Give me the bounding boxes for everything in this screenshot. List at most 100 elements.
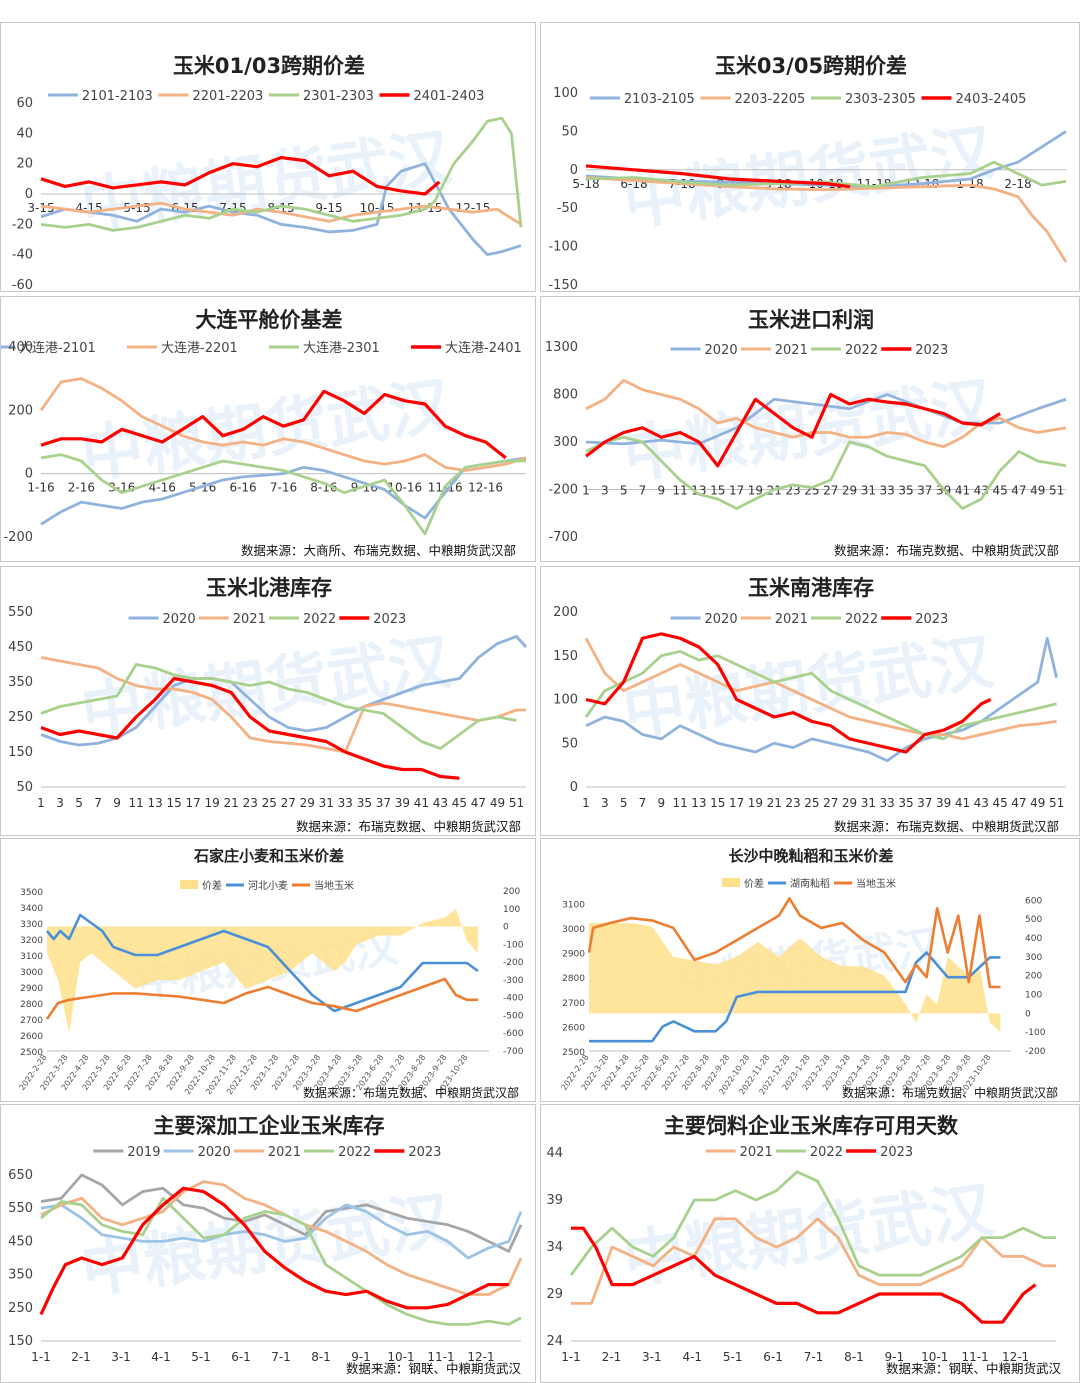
x-tick-label: 31 bbox=[861, 484, 876, 498]
chart-panel-p9: 中粮期货武汉 主要深加工企业玉米库存 2019 2020 2021 2022 2023 650… bbox=[0, 1104, 536, 1383]
y2-tick-label: -100 bbox=[1025, 1028, 1046, 1038]
x-tick-label: 35 bbox=[357, 796, 372, 810]
y-tick-label: 2900 bbox=[20, 984, 43, 994]
svg-text:2101-2103: 2101-2103 bbox=[82, 89, 153, 104]
series-area bbox=[589, 923, 1001, 1033]
x-tick-label: 2-16 bbox=[68, 481, 95, 495]
svg-text:2023: 2023 bbox=[915, 612, 948, 627]
x-tick-label: 31 bbox=[319, 796, 334, 810]
x-tick-label: 23 bbox=[785, 796, 800, 810]
series-line bbox=[585, 632, 992, 754]
series-line bbox=[569, 1170, 1056, 1277]
chart-title: 石家庄小麦和玉米价差 bbox=[193, 847, 344, 865]
svg-text:大连港-2401: 大连港-2401 bbox=[445, 340, 522, 356]
x-tick-label: 4-16 bbox=[149, 481, 176, 495]
svg-text:当地玉米: 当地玉米 bbox=[314, 879, 354, 892]
legend-item: 2023 bbox=[374, 1145, 441, 1160]
x-tick-label: 29 bbox=[842, 796, 857, 810]
y-tick-label: 3300 bbox=[20, 920, 43, 930]
series-line bbox=[585, 164, 851, 189]
svg-text:大连港-2201: 大连港-2201 bbox=[161, 340, 238, 356]
legend-item: 2401-2403 bbox=[379, 89, 485, 104]
svg-text:湖南籼稻: 湖南籼稻 bbox=[790, 877, 830, 890]
y-tick-label: 2900 bbox=[562, 950, 585, 960]
x-tick-label: 13 bbox=[147, 796, 162, 810]
series-line bbox=[585, 160, 1067, 189]
legend-item: 2022 bbox=[775, 1145, 843, 1160]
y-tick-label: 100 bbox=[553, 693, 578, 708]
y-tick-label: -50 bbox=[557, 201, 578, 216]
x-tick-label: 12-1 bbox=[467, 1350, 494, 1364]
series-line bbox=[584, 649, 1057, 741]
x-tick-label: 12-1 bbox=[1002, 1350, 1029, 1364]
x-tick-label: 51 bbox=[1049, 796, 1064, 810]
svg-text:2020: 2020 bbox=[163, 612, 196, 627]
x-tick-label: 17 bbox=[186, 796, 201, 810]
legend-item: 当地玉米 bbox=[292, 879, 354, 892]
legend-item: 2103-2105 bbox=[589, 92, 695, 107]
y-tick-label: 550 bbox=[8, 605, 33, 620]
legend-item: 2021 bbox=[740, 612, 808, 627]
x-tick-label: 1-1 bbox=[31, 1350, 51, 1364]
chart-panel-p2: 中粮期货武汉 玉米03/05跨期价差 2103-2105 2203-2205 2303-… bbox=[540, 22, 1080, 292]
svg-text:2022: 2022 bbox=[303, 612, 336, 627]
legend-item: 河北小麦 bbox=[226, 880, 288, 892]
y2-tick-label: 200 bbox=[503, 887, 520, 897]
y-tick-label: 650 bbox=[8, 1168, 33, 1183]
chart-panel-p10: 中粮期货武汉 主要饲料企业玉米库存可用天数 2021 2022 2023 44 39 34 29… bbox=[540, 1104, 1080, 1383]
x-tick-label: 2-1 bbox=[71, 1350, 91, 1364]
y-tick-label: 1300 bbox=[545, 340, 578, 355]
series-line bbox=[40, 453, 526, 536]
x-tick-label: 2-18 bbox=[1004, 177, 1031, 191]
y-tick-label: -100 bbox=[548, 240, 578, 255]
y2-tick-label: -200 bbox=[1025, 1047, 1046, 1057]
x-tick-label: 25 bbox=[262, 796, 277, 810]
series-line bbox=[40, 389, 507, 460]
svg-text:2020: 2020 bbox=[705, 343, 738, 358]
y-tick-label: 50 bbox=[561, 736, 578, 751]
y2-tick-label: 0 bbox=[1025, 1009, 1031, 1019]
y-tick-label: -60 bbox=[12, 278, 33, 292]
legend-item: 2020 bbox=[128, 612, 196, 627]
series-line bbox=[585, 435, 1067, 510]
y-tick-label: 200 bbox=[8, 403, 33, 418]
legend-item: 2023 bbox=[846, 1145, 913, 1160]
svg-text:2301-2303: 2301-2303 bbox=[303, 89, 374, 104]
x-tick-label: 6-1 bbox=[231, 1350, 251, 1364]
x-tick-label: 27 bbox=[823, 796, 838, 810]
svg-text:2303-2305: 2303-2305 bbox=[845, 92, 916, 107]
y-tick-label: 2600 bbox=[20, 1032, 43, 1042]
x-tick-label: 33 bbox=[880, 484, 895, 498]
x-tick-label: 1-16 bbox=[27, 481, 54, 495]
x-tick-label: 45 bbox=[992, 484, 1007, 498]
x-tick-label: 37 bbox=[917, 796, 932, 810]
legend-item: 2022 bbox=[811, 343, 878, 358]
series-line bbox=[585, 393, 1067, 446]
x-tick-label: 11-1 bbox=[427, 1350, 454, 1364]
series-line bbox=[40, 116, 523, 232]
source-note: 数据来源：钢联、中粮期货武汉 bbox=[346, 1361, 522, 1376]
y-tick-label: 2800 bbox=[20, 1000, 43, 1010]
y-tick-label: 3000 bbox=[20, 968, 43, 978]
legend-item: 2403-2405 bbox=[921, 92, 1026, 107]
y-tick-label: 300 bbox=[553, 435, 578, 450]
x-tick-label: 11-1 bbox=[962, 1350, 989, 1364]
svg-text:2401-2403: 2401-2403 bbox=[414, 89, 485, 104]
y-tick-label: -20 bbox=[12, 217, 33, 232]
chart-title: 玉米进口利润 bbox=[748, 308, 874, 332]
legend-item: 价差 bbox=[180, 879, 222, 892]
legend-item: 2019 bbox=[93, 1145, 160, 1160]
x-tick-label: 7-1 bbox=[804, 1350, 824, 1364]
x-tick-label: 5 bbox=[75, 796, 83, 810]
y-tick-label: -40 bbox=[12, 248, 33, 263]
y2-tick-label: 0 bbox=[503, 923, 509, 933]
y-tick-label: 60 bbox=[16, 96, 33, 111]
x-tick-label: 49 bbox=[490, 796, 505, 810]
y-tick-label: 3400 bbox=[20, 904, 43, 914]
x-tick-label: 5 bbox=[620, 484, 628, 498]
x-tick-label: 51 bbox=[1049, 484, 1064, 498]
x-tick-label: 3-15 bbox=[27, 201, 54, 215]
series-line bbox=[585, 636, 1058, 763]
series-line bbox=[40, 156, 441, 196]
